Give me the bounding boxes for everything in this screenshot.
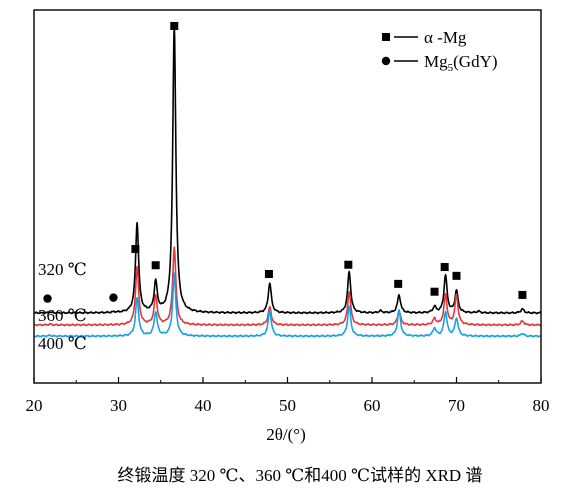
legend-label-mg5gdy-tail: (GdY) [453,52,497,71]
alpha-mg-marker [170,22,179,30]
x-axis-label: 2θ/(°) [266,425,306,444]
legend-label-mg5gdy-main: Mg [424,52,448,71]
x-tick-label: 40 [195,396,212,415]
series-line [33,23,542,315]
x-tick-label: 70 [448,396,465,415]
x-tick-label: 80 [533,396,550,415]
series-line [33,246,542,327]
alpha-mg-marker [430,287,439,296]
x-tick-label: 20 [26,396,43,415]
x-tick-label: 30 [110,396,127,415]
legend-square-marker [382,33,390,41]
figure-caption: 终锻温度 320 ℃、360 ℃和400 ℃试样的 XRD 谱 [118,466,483,485]
legend-circle-marker [381,56,391,66]
alpha-mg-marker [518,290,527,299]
alpha-mg-marker [264,269,273,278]
x-tick-label: 60 [364,396,381,415]
legend-label-mg5gdy: Mg5(GdY) [424,52,498,74]
alpha-mg-marker [131,245,140,254]
series-layer [33,23,542,338]
series-label-360: 360 ℃ [38,306,87,325]
alpha-mg-marker [452,271,461,280]
alpha-mg-marker [151,261,160,270]
alpha-mg-marker [394,279,403,288]
series-line [33,272,542,338]
series-label-320: 320 ℃ [38,260,87,279]
mg5gdy-marker [109,293,118,302]
alpha-mg-marker [440,263,449,272]
alpha-mg-marker [344,260,353,269]
legend-label-mg5gdy-sub: 5 [448,62,454,74]
axis-layer: 20 30 40 50 60 70 80 [26,9,550,415]
legend: α -Mg Mg5(GdY) [381,28,498,74]
phase-marker-layer [43,22,527,303]
series-label-400: 400 ℃ [38,334,87,353]
legend-label-alpha-mg: α -Mg [424,28,467,47]
mg5gdy-marker [43,294,52,303]
x-tick-label: 50 [279,396,296,415]
